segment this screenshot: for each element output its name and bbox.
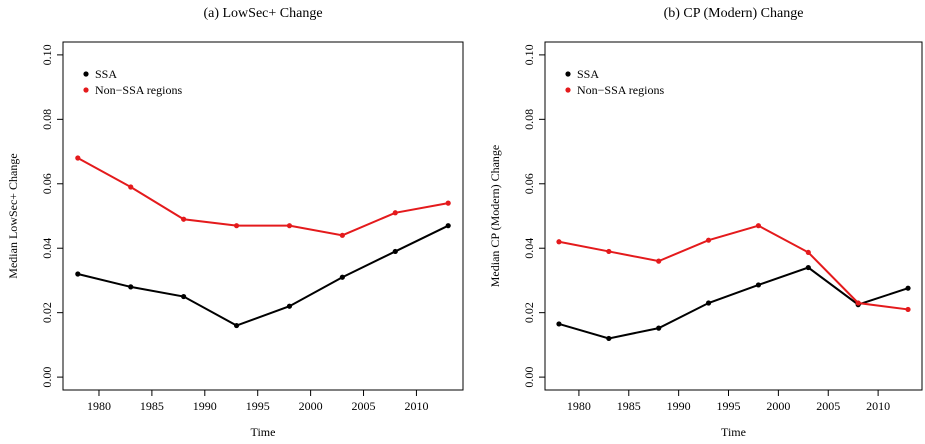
x-tick-label: 1990 — [667, 399, 691, 413]
legend-label: Non−SSA regions — [577, 83, 664, 97]
y-tick-label: 0.02 — [522, 302, 536, 323]
legend-marker — [565, 71, 571, 77]
chart-title: (b) CP (Modern) Change — [664, 6, 804, 21]
data-point — [392, 210, 398, 216]
x-tick-label: 2010 — [866, 399, 890, 413]
x-tick-label: 2010 — [404, 399, 428, 413]
y-tick-label: 0.06 — [522, 173, 536, 194]
y-tick-label: 0.04 — [522, 238, 536, 259]
data-point — [855, 300, 861, 306]
x-tick-label: 1980 — [567, 399, 591, 413]
x-tick-label: 1985 — [140, 399, 164, 413]
x-tick-label: 1995 — [717, 399, 741, 413]
data-point — [755, 282, 762, 288]
y-axis-label: Median LowSec+ Change — [6, 153, 20, 278]
data-point — [233, 322, 240, 329]
data-point — [445, 223, 451, 229]
legend-label: SSA — [577, 67, 599, 81]
data-point — [656, 325, 662, 331]
data-point — [656, 258, 662, 264]
plot-box — [544, 41, 923, 391]
data-point — [286, 223, 293, 229]
y-tick-label: 0.00 — [522, 367, 536, 388]
data-point — [339, 274, 345, 280]
x-tick-label: 1980 — [87, 399, 111, 413]
data-point — [392, 248, 398, 255]
x-tick-label: 1990 — [193, 399, 217, 413]
legend-label: SSA — [95, 67, 117, 81]
legend-marker — [565, 87, 571, 93]
chart-title: (a) LowSec+ Change — [203, 6, 322, 21]
data-point — [75, 155, 81, 161]
data-point — [905, 285, 911, 291]
y-axis-label: Median CP (Modern) Change — [488, 145, 502, 288]
series-line — [77, 157, 449, 237]
x-tick-label: 2000 — [766, 399, 790, 413]
data-point — [128, 184, 134, 190]
data-point — [705, 300, 712, 306]
data-point — [339, 232, 345, 238]
series-line — [558, 224, 909, 311]
y-tick-label: 0.04 — [40, 238, 54, 259]
y-tick-label: 0.10 — [522, 44, 536, 65]
y-tick-label: 0.06 — [40, 173, 54, 194]
x-tick-label: 1995 — [246, 399, 270, 413]
data-point — [181, 293, 187, 300]
legend-label: Non−SSA regions — [95, 83, 182, 97]
data-point — [75, 271, 81, 277]
legend-marker — [83, 87, 89, 93]
data-point — [181, 216, 187, 222]
y-tick-label: 0.08 — [40, 109, 54, 130]
x-tick-label: 2005 — [352, 399, 376, 413]
series-line — [558, 266, 909, 340]
x-axis-label: Time — [251, 425, 276, 439]
series-line — [77, 224, 449, 327]
data-point — [556, 321, 562, 327]
y-tick-label: 0.10 — [40, 44, 54, 65]
data-point — [556, 239, 562, 245]
x-tick-label: 2000 — [299, 399, 323, 413]
data-point — [128, 284, 134, 290]
x-tick-label: 2005 — [816, 399, 840, 413]
y-tick-label: 0.08 — [522, 109, 536, 130]
data-point — [905, 306, 911, 313]
data-point — [755, 223, 762, 229]
plot-box — [62, 41, 464, 391]
legend-marker — [83, 71, 89, 77]
data-point — [805, 264, 811, 271]
y-tick-label: 0.00 — [40, 367, 54, 388]
data-point — [805, 249, 811, 256]
x-axis-label: Time — [721, 425, 746, 439]
data-point — [445, 200, 451, 206]
y-tick-label: 0.02 — [40, 302, 54, 323]
data-point — [233, 223, 240, 229]
data-point — [606, 248, 612, 255]
data-point — [606, 335, 612, 342]
data-point — [705, 237, 712, 243]
x-tick-label: 1985 — [617, 399, 641, 413]
data-point — [286, 303, 293, 309]
